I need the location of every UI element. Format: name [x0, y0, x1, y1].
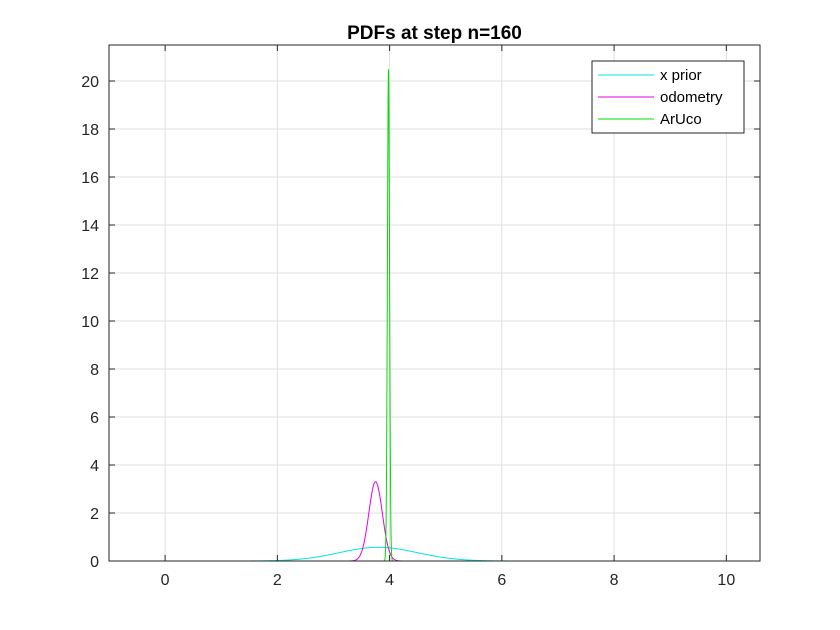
chart-title: PDFs at step n=160: [347, 23, 522, 44]
x-tick-label: 4: [385, 572, 394, 589]
axes-box: [108, 44, 761, 562]
y-tick-label: 2: [90, 506, 99, 523]
y-tick-label: 12: [81, 266, 99, 283]
x-tick-label: 2: [273, 572, 282, 589]
axis-ticks: 0 2 4 6 8 10 0 2 4 6 8 10 12 14 16 18 20: [81, 45, 760, 589]
x-tick-label: 10: [717, 572, 735, 589]
legend-label: odometry: [660, 89, 723, 106]
legend: x prior odometry ArUco: [591, 60, 745, 134]
x-tick-label: 6: [497, 572, 506, 589]
y-tick-label: 8: [90, 362, 99, 379]
y-tick-label: 10: [81, 314, 99, 331]
y-tick-label: 0: [90, 554, 99, 571]
x-tick-label: 8: [610, 572, 619, 589]
grid: [109, 45, 760, 562]
y-tick-label: 6: [90, 410, 99, 427]
legend-label: x prior: [660, 67, 702, 84]
y-tick-label: 18: [81, 122, 99, 139]
y-tick-label: 4: [90, 458, 99, 475]
legend-label: ArUco: [660, 111, 702, 128]
y-tick-label: 20: [81, 74, 99, 91]
x-tick-label: 0: [161, 572, 170, 589]
y-tick-label: 16: [81, 170, 99, 187]
y-tick-label: 14: [81, 218, 99, 235]
